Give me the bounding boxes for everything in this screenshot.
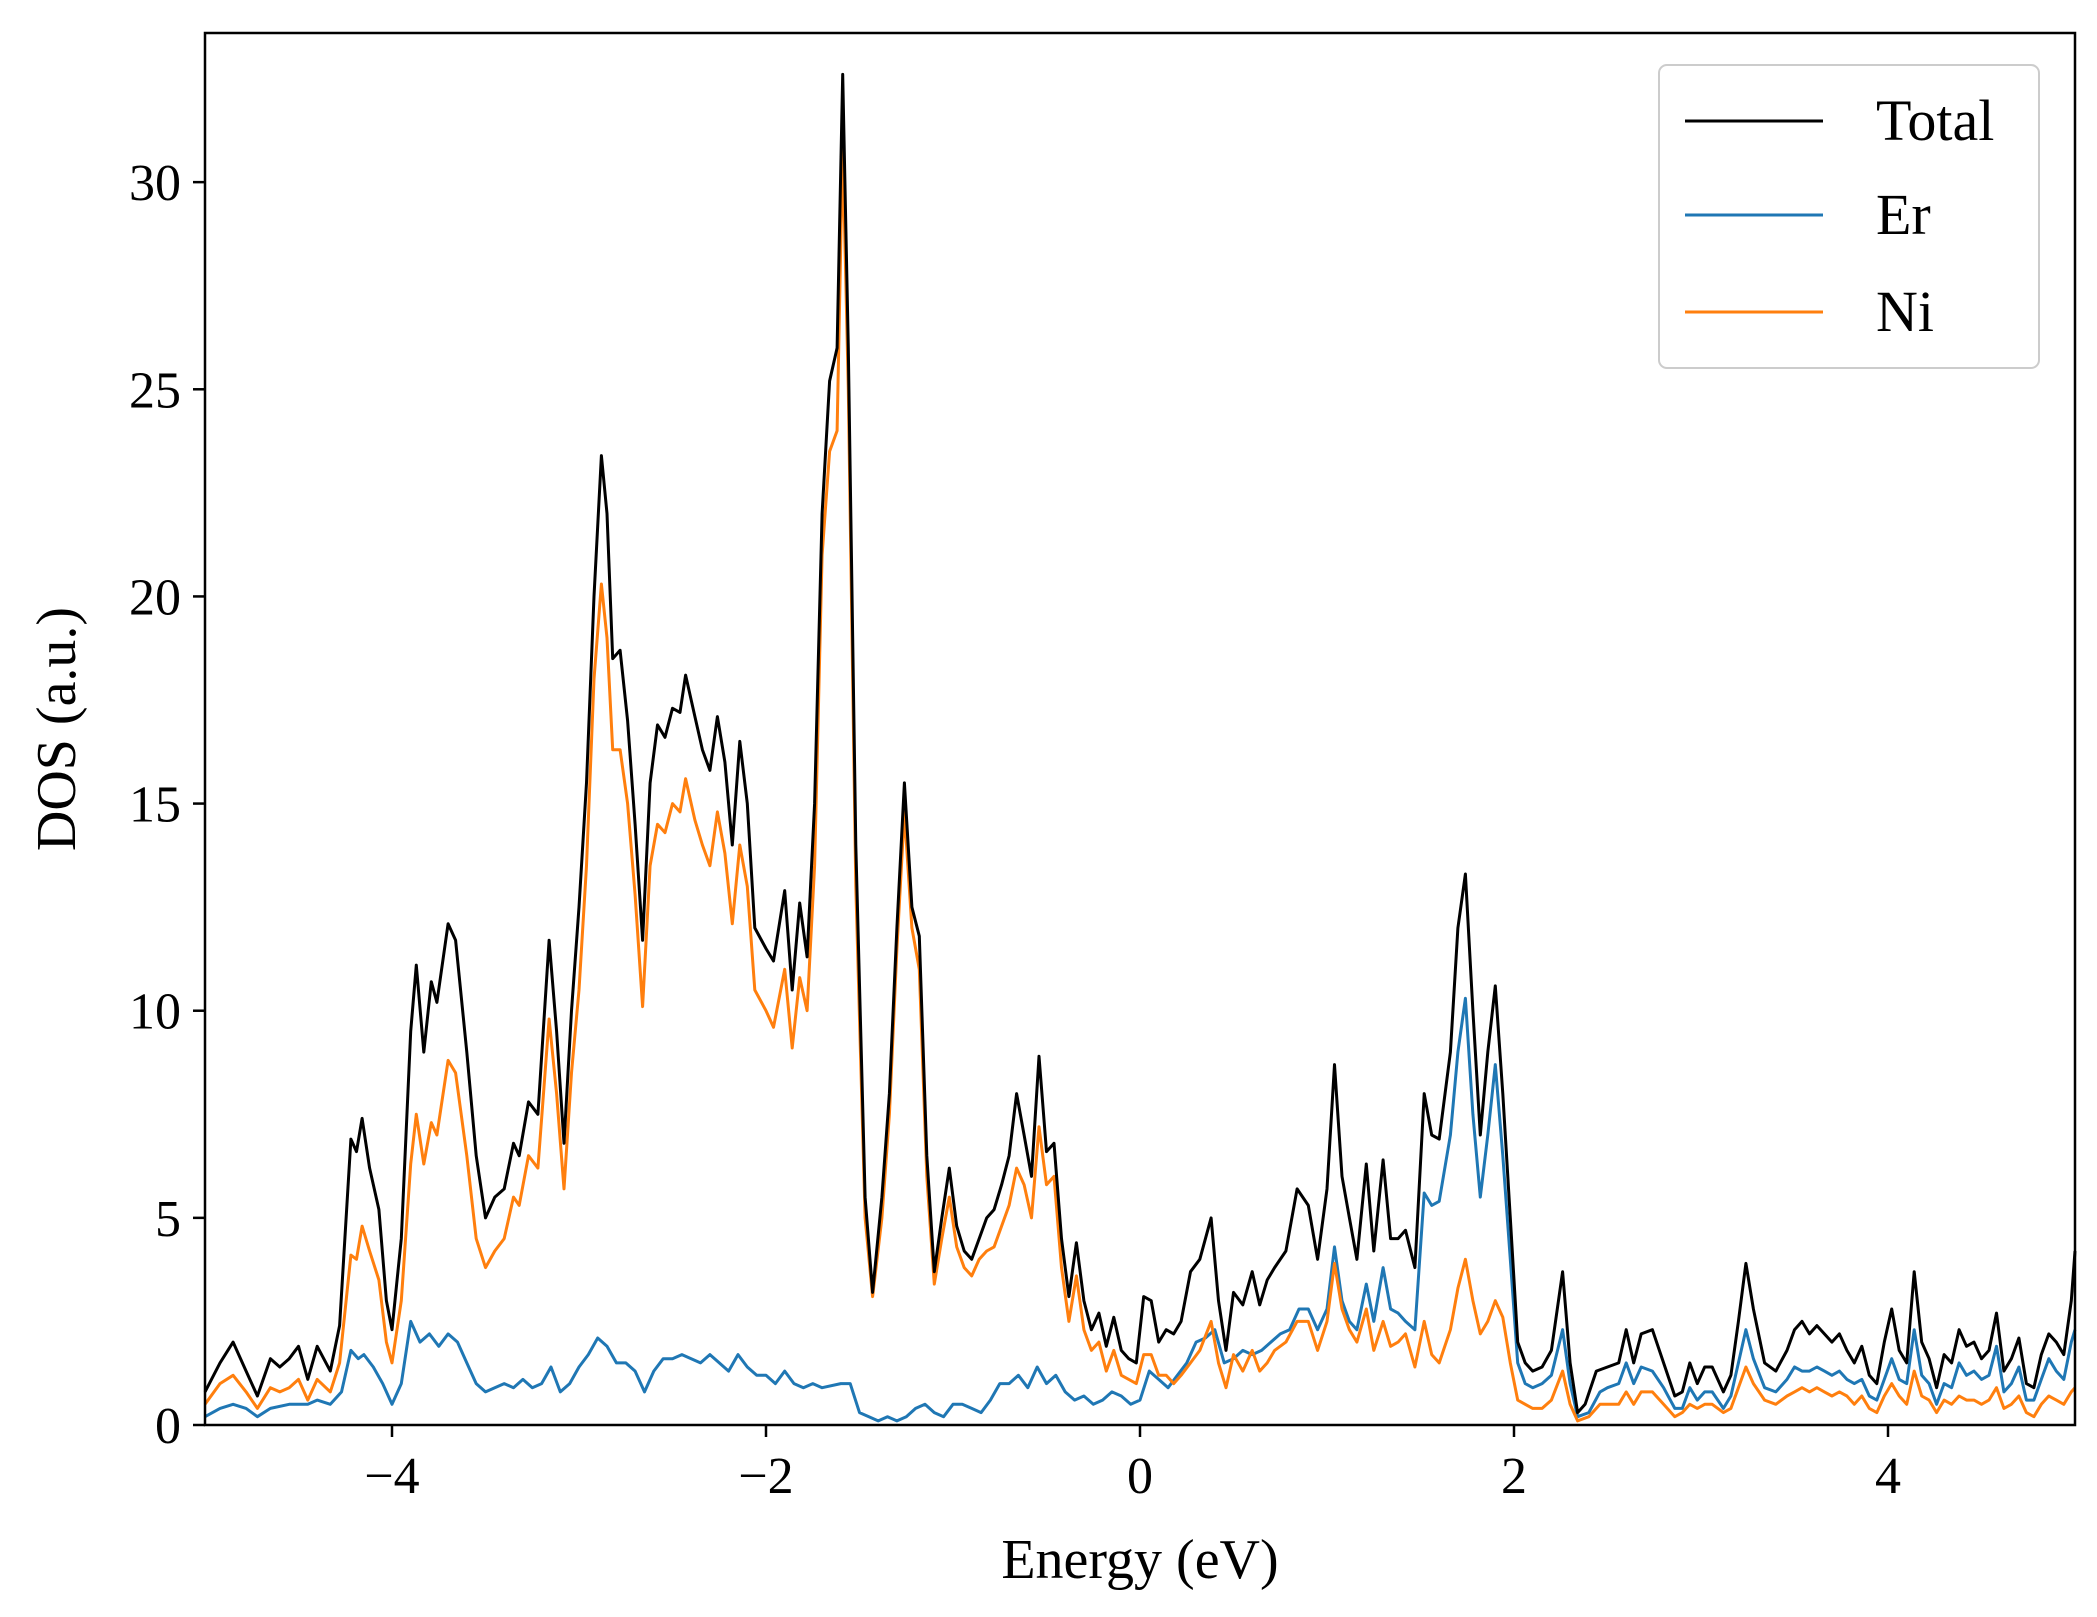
- y-axis-label: DOS (a.u.): [26, 607, 88, 851]
- y-tick-label: 30: [129, 155, 181, 212]
- y-tick-label: 20: [129, 569, 181, 626]
- series-line-ni: [203, 143, 2077, 1423]
- series-line-total: [203, 72, 2077, 1415]
- x-tick-label: 2: [1501, 1448, 1527, 1505]
- series-layer: [203, 72, 2077, 1423]
- x-tick-label: −2: [738, 1448, 793, 1505]
- y-tick-label: 5: [155, 1191, 181, 1248]
- legend-label-total: Total: [1876, 88, 1994, 153]
- x-tick-label: −4: [364, 1448, 419, 1505]
- y-tick-label: 15: [129, 777, 181, 834]
- legend-label-er: Er: [1876, 182, 1931, 247]
- y-axis-ticks: 0 5 10 15 20 25 30: [129, 155, 205, 1455]
- legend-box: [1658, 64, 2040, 369]
- y-tick-label: 25: [129, 362, 181, 419]
- x-tick-label: 4: [1875, 1448, 1901, 1505]
- series-line-er: [204, 996, 2077, 1423]
- y-tick-label: 0: [155, 1398, 181, 1455]
- legend: Total Er Ni: [1658, 64, 2040, 369]
- x-tick-label: 0: [1127, 1448, 1153, 1505]
- y-tick-label: 10: [129, 984, 181, 1041]
- x-axis-ticks: −4 −2 0 2 4: [364, 1425, 1901, 1505]
- x-axis-label: Energy (eV): [1001, 1529, 1278, 1591]
- legend-label-ni: Ni: [1876, 279, 1934, 344]
